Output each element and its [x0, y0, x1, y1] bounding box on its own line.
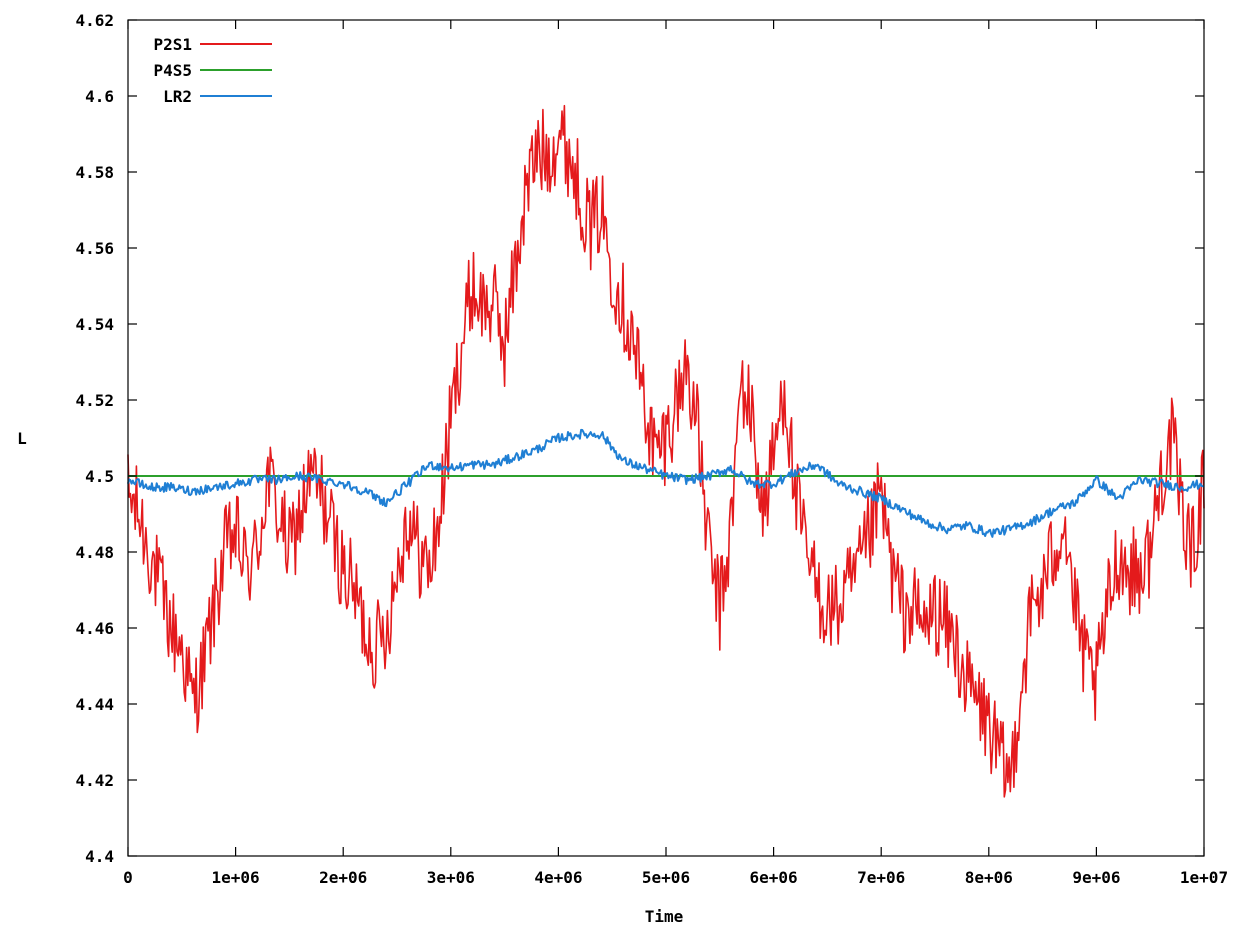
x-tick-label: 0 [123, 868, 133, 887]
x-tick-label: 3e+06 [427, 868, 475, 887]
series-line-lr2 [127, 428, 1205, 538]
legend: P2S1 P4S5 LR2 [153, 35, 272, 106]
x-tick-label: 7e+06 [857, 868, 905, 887]
x-tick-label: 6e+06 [750, 868, 798, 887]
y-tick-label: 4.46 [75, 619, 114, 638]
axes-layer: 4.4 4.42 4.44 4.46 4.48 4.5 4.52 4.54 4.56 4.58 4.… [75, 11, 1228, 887]
legend-label-p4s5: P4S5 [153, 61, 192, 80]
y-tick-label: 4.58 [75, 163, 114, 182]
x-tick-label: 1e+07 [1180, 868, 1228, 887]
y-tick-label: 4.5 [85, 467, 114, 486]
x-tick-label: 5e+06 [642, 868, 690, 887]
y-tick-label: 4.56 [75, 239, 114, 258]
y-tick-label: 4.62 [75, 11, 114, 30]
series-layer [127, 104, 1205, 798]
series-line-p2s1 [127, 104, 1205, 798]
y-tick-label: 4.6 [85, 87, 114, 106]
y-tick-label: 4.48 [75, 543, 114, 562]
y-axis-label: L [17, 429, 27, 448]
y-tick-label: 4.44 [75, 695, 114, 714]
x-tick-label: 9e+06 [1072, 868, 1120, 887]
legend-label-p2s1: P2S1 [153, 35, 192, 54]
x-tick-label: 4e+06 [534, 868, 582, 887]
y-tick-label: 4.54 [75, 315, 114, 334]
legend-label-lr2: LR2 [163, 87, 192, 106]
x-tick-label: 2e+06 [319, 868, 367, 887]
y-tick-label: 4.4 [85, 847, 114, 866]
x-axis-label: Time [645, 907, 684, 926]
y-tick-label: 4.52 [75, 391, 114, 410]
x-tick-label: 8e+06 [965, 868, 1013, 887]
y-tick-label: 4.42 [75, 771, 114, 790]
x-tick-label: 1e+06 [212, 868, 260, 887]
